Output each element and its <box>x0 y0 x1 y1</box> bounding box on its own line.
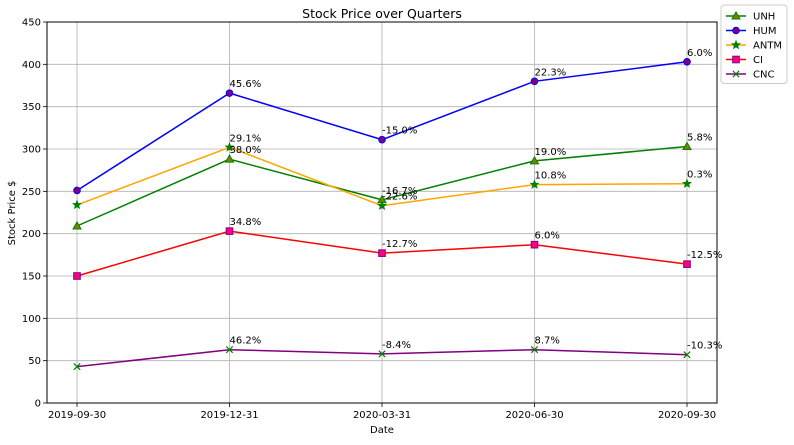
data-point-cnc <box>683 351 691 359</box>
y-tick-label: 400 <box>22 60 41 71</box>
data-label-antm: 29.1% <box>230 133 262 144</box>
data-label-hum: 45.6% <box>230 79 262 90</box>
data-point-antm <box>71 199 83 210</box>
axes: 0 50 100 150 200 250 300 350 400 450 2019-09-30 201… <box>22 18 716 422</box>
data-point-hum <box>73 186 81 195</box>
data-point-ci <box>683 260 691 268</box>
data-point-cnc <box>378 350 386 358</box>
data-label-unh: 38.0% <box>230 145 262 156</box>
y-tick-label: 150 <box>22 272 41 283</box>
data-label-ci: 34.8% <box>230 217 262 228</box>
data-point-ci <box>225 227 234 235</box>
x-tick-label: 2020-06-30 <box>505 410 563 421</box>
legend-marker-cnc <box>732 70 740 78</box>
data-label-antm: -22.6% <box>382 192 417 203</box>
data-label-unh: 19.0% <box>535 147 567 158</box>
data-label-ci: 6.0% <box>535 231 560 242</box>
x-tick-label: 2020-09-30 <box>658 410 716 421</box>
legend-marker-antm <box>730 39 742 50</box>
data-point-antm <box>224 142 235 152</box>
y-tick-label: 100 <box>22 314 41 325</box>
data-label-antm: 0.3% <box>687 170 712 181</box>
data-point-antm <box>681 178 693 189</box>
y-tick-label: 50 <box>28 356 41 367</box>
data-point-cnc <box>73 362 81 371</box>
data-point-antm <box>529 179 540 189</box>
marker-stroke <box>530 346 539 354</box>
data-label-ci: -12.5% <box>687 250 722 261</box>
legend-marker-unh <box>731 10 741 20</box>
marker-stroke <box>73 362 81 371</box>
y-tick-label: 450 <box>22 18 41 29</box>
x-tick-label: 2020-03-31 <box>353 410 411 421</box>
legend-label-ci: CI <box>753 55 763 66</box>
data-point-ci <box>378 249 386 257</box>
x-tick-label: 2019-12-31 <box>200 410 258 421</box>
data-point-hum <box>225 89 234 97</box>
x-tick-label: 2019-09-30 <box>48 410 106 421</box>
data-label-hum: -15.0% <box>382 126 417 137</box>
data-point-hum <box>530 77 539 86</box>
data-label-unh: -16.7% <box>382 186 417 197</box>
data-point-unh <box>72 221 82 230</box>
data-point-unh <box>682 141 692 150</box>
data-label-hum: 22.3% <box>535 67 567 78</box>
y-tick-label: 300 <box>22 145 41 156</box>
data-labels: 38.0% -16.7% 19.0% 5.8% 45.6% -15.0% 22.3% 6.0%… <box>230 48 723 352</box>
chart-title: Stock Price over Quarters <box>302 6 462 21</box>
y-tick-label: 0 <box>35 399 41 410</box>
data-label-cnc: 8.7% <box>535 336 560 347</box>
y-tick-label: 350 <box>22 102 41 113</box>
marker-stroke <box>683 351 691 359</box>
data-point-unh <box>224 154 235 163</box>
legend-label-cnc: CNC <box>753 70 774 81</box>
y-tick-label: 200 <box>22 229 41 240</box>
marker-stroke <box>378 350 386 358</box>
data-point-cnc <box>225 346 234 354</box>
legend-label-hum: HUM <box>753 26 776 37</box>
data-point-ci <box>73 272 81 280</box>
data-label-cnc: 46.2% <box>230 336 262 347</box>
series-markers <box>71 57 693 371</box>
legend-marker-hum <box>732 26 740 35</box>
marker-stroke <box>732 70 740 78</box>
legend-label-antm: ANTM <box>753 41 782 52</box>
data-point-hum <box>683 57 691 66</box>
data-label-cnc: -10.3% <box>687 341 722 352</box>
gridlines <box>47 21 717 404</box>
data-label-unh: 5.8% <box>687 132 712 143</box>
x-axis-label: Date <box>370 425 394 436</box>
legend-box <box>720 4 788 84</box>
marker-stroke <box>225 346 234 354</box>
legend: UNH HUM ANTM CI CNC <box>720 4 788 84</box>
y-axis-label: Stock Price $ <box>7 181 18 246</box>
legend-label-unh: UNH <box>753 12 775 23</box>
data-point-hum <box>378 135 386 144</box>
data-label-cnc: -8.4% <box>382 340 411 351</box>
data-label-ci: -12.7% <box>382 239 417 250</box>
legend-marker-ci <box>732 55 740 64</box>
data-label-antm: 10.8% <box>535 171 567 182</box>
data-point-ci <box>530 240 539 249</box>
data-point-antm <box>376 200 388 211</box>
y-tick-label: 250 <box>22 187 41 198</box>
data-label-hum: 6.0% <box>687 48 712 59</box>
data-point-cnc <box>530 346 539 354</box>
data-point-unh <box>529 155 540 165</box>
